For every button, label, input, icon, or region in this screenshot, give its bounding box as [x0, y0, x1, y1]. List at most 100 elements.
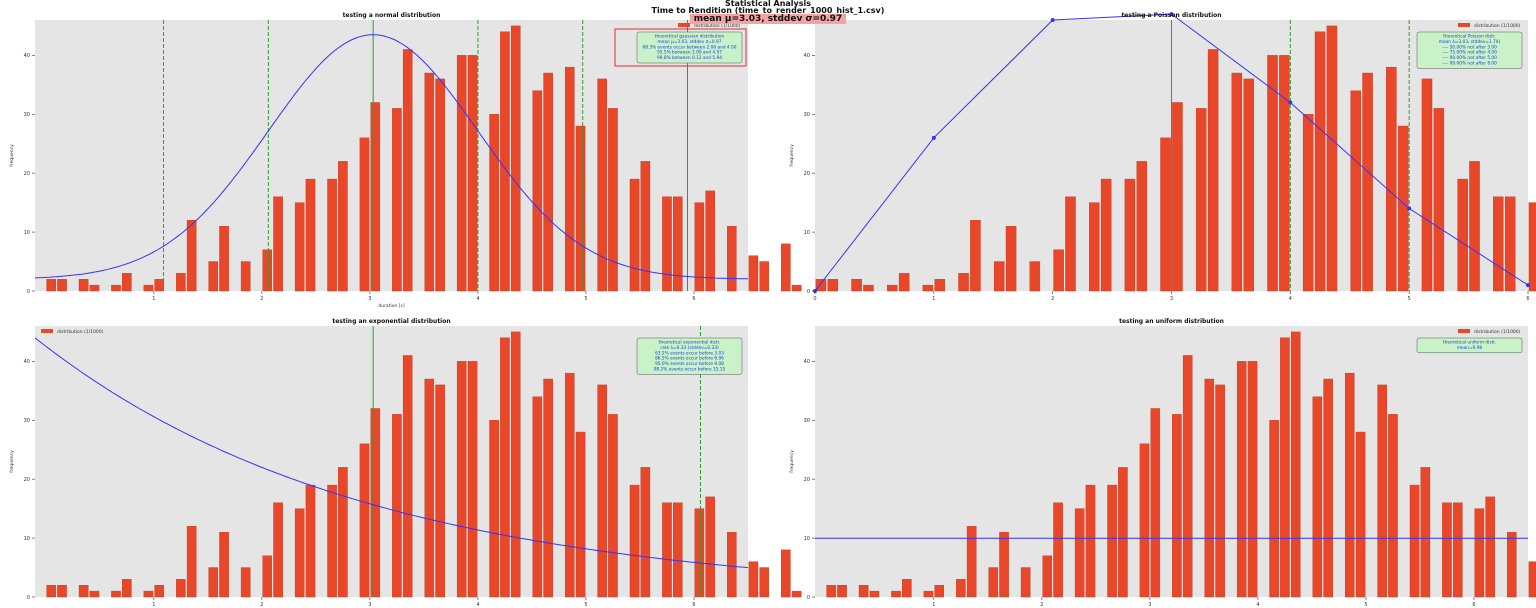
histogram-bar: [122, 273, 132, 292]
annotation-line: rate λ=0.33 (stddev=0.33): [660, 345, 719, 351]
y-tick-label: 10: [24, 536, 30, 542]
histogram-bar: [826, 585, 836, 598]
histogram-bar: [1344, 372, 1355, 598]
histogram-bar: [640, 161, 651, 292]
histogram-bar: [1280, 337, 1290, 598]
histogram-bar: [1528, 202, 1536, 292]
curve-marker: [1288, 100, 1293, 105]
y-tick-label: 20: [24, 171, 30, 177]
annotation-box: [1416, 337, 1523, 354]
y-tick-label: 40: [24, 359, 30, 365]
y-tick-label: 0: [807, 595, 810, 601]
legend-label: distribution (1/1000): [57, 329, 104, 335]
histogram-bar: [902, 579, 912, 598]
histogram-bar: [327, 484, 337, 598]
histogram-bar: [176, 273, 186, 292]
histogram-bar: [154, 279, 165, 292]
histogram-bar: [1485, 496, 1495, 598]
annotation-line: theoretical Poisson distr.: [1443, 34, 1495, 40]
histogram-bar: [1377, 384, 1387, 598]
annotation-line: ---- 99.00% not after 8.00: [1442, 61, 1497, 67]
histogram-bar: [111, 284, 121, 292]
histogram-bar: [705, 190, 715, 292]
y-tick-label: 40: [804, 359, 810, 365]
legend-swatch: [1458, 329, 1470, 333]
histogram-bar: [815, 279, 827, 292]
histogram-bar: [956, 579, 966, 598]
histogram-bar: [219, 532, 229, 598]
y-tick-label: 30: [24, 112, 30, 118]
x-tick-label: 6: [1526, 296, 1529, 302]
histogram-bar: [694, 508, 705, 598]
histogram-bar: [1469, 161, 1480, 292]
annotation-box: [636, 337, 743, 375]
histogram-bar: [1442, 502, 1452, 598]
x-tick-label: 4: [1256, 602, 1259, 608]
histogram-bar: [597, 78, 607, 292]
histogram-bar: [143, 590, 154, 598]
histogram-bar: [57, 585, 67, 598]
histogram-bar: [781, 243, 791, 292]
histogram-bar: [1323, 378, 1333, 598]
histogram-bar: [510, 25, 521, 292]
plot-area: [35, 20, 748, 291]
histogram-bar: [966, 526, 977, 598]
histogram-bar: [89, 284, 100, 292]
y-tick-label: 20: [804, 171, 810, 177]
histogram-bar: [1029, 261, 1041, 292]
histogram-bar: [359, 443, 370, 598]
histogram-bar: [1421, 78, 1433, 292]
histogram-bar: [1160, 137, 1171, 292]
histogram-bar: [1409, 484, 1420, 598]
histogram-bar: [500, 337, 510, 598]
histogram-bar: [1528, 561, 1536, 598]
legend-swatch: [1458, 23, 1470, 27]
histogram-bar: [672, 196, 683, 292]
histogram-bar: [392, 108, 402, 292]
figure-subtitle: Time to Rendition (time_to_render_1000_h…: [651, 6, 885, 15]
y-tick-label: 0: [27, 595, 30, 601]
histogram-bar: [759, 261, 769, 292]
histogram-bar: [57, 279, 67, 292]
histogram-bar: [1350, 90, 1361, 292]
histogram-bar: [608, 414, 618, 598]
histogram-bar: [402, 49, 413, 292]
y-axis-label: frequency: [9, 450, 15, 473]
histogram-bar: [532, 396, 543, 598]
annotation-line: 95.0% events occur before 9.08: [655, 361, 724, 367]
histogram-bar: [705, 496, 715, 598]
histogram-bar: [1100, 178, 1112, 292]
histogram-bar: [922, 284, 934, 292]
histogram-bar: [176, 579, 186, 598]
histogram-bar: [467, 55, 478, 292]
histogram-bar: [564, 372, 575, 598]
histogram-bar: [1074, 508, 1085, 598]
x-tick-label: 2: [260, 602, 263, 608]
histogram-bar: [851, 279, 862, 292]
histogram-bar: [1314, 31, 1326, 292]
legend-swatch: [41, 329, 53, 333]
histogram-bar: [1207, 49, 1219, 292]
annotation-line: theoretical exponential distr.: [659, 340, 721, 346]
y-axis-label: frequency: [789, 450, 795, 473]
histogram-bar: [186, 526, 197, 598]
histogram-bar: [1362, 72, 1373, 292]
histogram-bar: [111, 590, 121, 598]
curve-marker: [931, 135, 936, 140]
histogram-bar: [273, 196, 283, 292]
plot-area: [35, 326, 748, 597]
histogram-bar: [122, 579, 132, 598]
y-tick-label: 20: [24, 477, 30, 483]
histogram-bar: [1420, 467, 1431, 598]
histogram-bar: [1150, 408, 1161, 598]
histogram-bar: [467, 361, 478, 598]
annotation-line: ---- 90.00% not after 5.00: [1442, 55, 1497, 61]
annotation-box: [1416, 31, 1523, 69]
annotation-line: mean λ=3.03, stddev=1.74): [1439, 39, 1501, 45]
histogram-bar: [1182, 355, 1193, 598]
histogram-bar: [629, 178, 640, 292]
histogram-bar: [435, 384, 445, 598]
x-tick-label: 2: [1051, 296, 1054, 302]
y-tick-label: 30: [804, 112, 810, 118]
y-tick-label: 40: [804, 53, 810, 59]
